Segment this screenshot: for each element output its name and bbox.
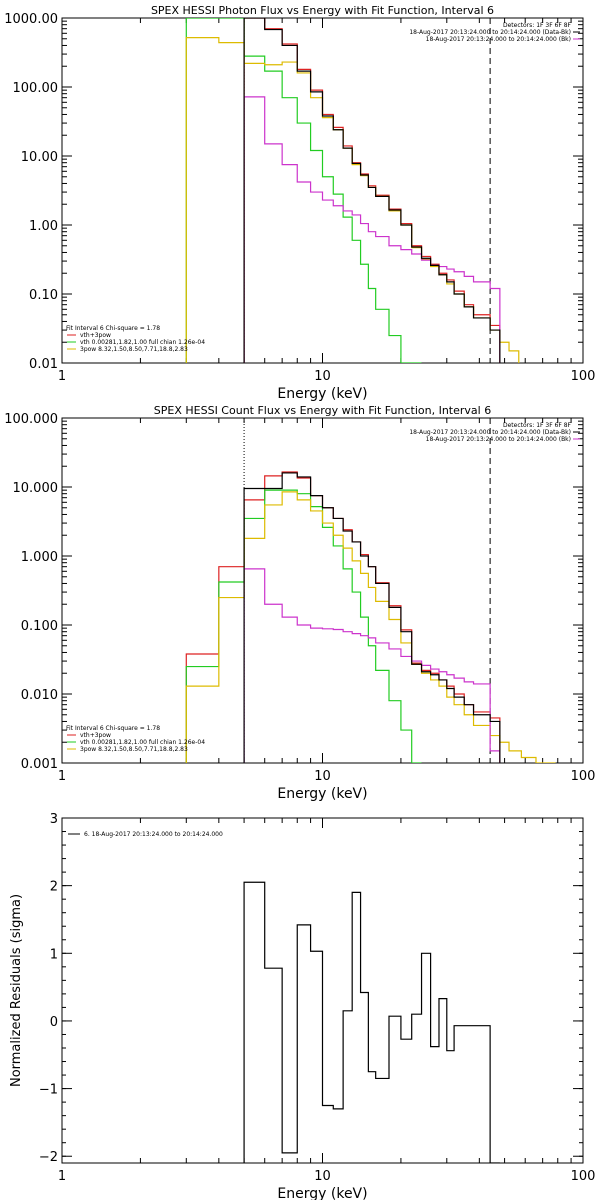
series-1-histogram: [243, 18, 501, 363]
legend-entry: 3pow 8.32,1.50,8.50,7.71,18.8,2.83: [80, 746, 188, 753]
x-tick-label: 10: [314, 769, 331, 784]
y-tick-label: −1: [39, 1083, 58, 1098]
x-axis-label: Energy (keV): [277, 386, 367, 402]
plot-frame: [61, 17, 584, 364]
chart-panel-2: SPEX HESSI Count Flux vs Energy with Fit…: [4, 404, 595, 802]
chart-panel-3: 1 10 100 Energy (keV) −2 −1 0 1 2 3 Normalized Res…: [9, 812, 595, 1200]
x-tick-label: 10: [314, 369, 331, 384]
x-tick-label: 1: [58, 769, 66, 784]
series-group: [243, 881, 500, 1163]
series-3-histogram: [185, 36, 520, 363]
info-line: 18-Aug-2017 20:13:24.000 to 20:14:24.000…: [409, 429, 571, 436]
y-tick-label: 2: [50, 880, 58, 895]
series-group: [185, 418, 556, 763]
plot-frame: [61, 417, 584, 764]
chart-panel-1: SPEX HESSI Photon Flux vs Energy with Fi…: [4, 4, 595, 402]
legend-entry: vth 0.00281,1.82,1.00 full chian 1.26e-0…: [80, 739, 205, 746]
y-tick-label: 0.01: [29, 357, 58, 372]
y-tick-label: 1000.00: [4, 12, 58, 27]
y-tick-label: 1.000: [21, 550, 58, 565]
legend-entry: vth+3pow: [80, 732, 111, 739]
info-line: 18-Aug-2017 20:13:24.000 to 20:14:24.000…: [409, 29, 571, 36]
info-line: 18-Aug-2017 20:13:24.000 to 20:14:24.000…: [426, 436, 571, 443]
x-axis: 1 10 100: [58, 418, 596, 784]
y-tick-label: −2: [39, 1150, 58, 1165]
x-tick-label: 1: [58, 1169, 66, 1184]
y-tick-label: 0: [50, 1015, 58, 1030]
info-line: 18-Aug-2017 20:13:24.000 to 20:14:24.000…: [426, 36, 571, 43]
legend-entry: 3pow 8.32,1.50,8.50,7.71,18.8,2.83: [80, 346, 188, 353]
x-axis-label: Energy (keV): [277, 1186, 367, 1200]
legend-entry: vth 0.00281,1.82,1.00 full chian 1.26e-0…: [80, 339, 205, 346]
info-line: Detectors: 1F 3F 6F 8F: [503, 422, 572, 429]
y-tick-label: 100.000: [4, 412, 58, 427]
series-5-histogram: [243, 18, 501, 363]
series-3-histogram: [185, 491, 556, 763]
legend-entry: vth+3pow: [80, 332, 111, 339]
y-tick-label: 3: [50, 812, 58, 827]
y-axis: 0.001 0.010 0.100 1.000 10.000 100.000: [4, 412, 583, 772]
legend-title: Fit Interval 6 Chi-square = 1.78: [66, 325, 160, 332]
y-tick-label: 10.000: [13, 481, 59, 496]
x-tick-label: 100: [571, 769, 596, 784]
x-axis: 1 10 100: [58, 818, 596, 1184]
series-4-histogram: [243, 568, 501, 763]
y-tick-label: 0.100: [21, 619, 58, 634]
chart-title: SPEX HESSI Count Flux vs Energy with Fit…: [154, 404, 491, 417]
chart-title: SPEX HESSI Photon Flux vs Energy with Fi…: [151, 4, 494, 17]
y-axis: 0.01 0.10 1.00 10.00 100.00 1000.00: [4, 12, 583, 372]
y-tick-label: 0.001: [21, 757, 58, 772]
y-tick-label: 10.00: [21, 150, 58, 165]
series-2-histogram: [185, 489, 422, 763]
info-line: Detectors: 1F 3F 6F 8F: [503, 22, 572, 29]
series-1-histogram: [243, 881, 500, 1163]
x-tick-label: 100: [571, 1169, 596, 1184]
x-tick-label: 1: [58, 369, 66, 384]
series-group: [185, 18, 520, 363]
series-4-histogram: [243, 96, 501, 363]
y-tick-label: 100.00: [13, 81, 59, 96]
y-tick-label: 1.00: [29, 219, 58, 234]
y-axis: −2 −1 0 1 2 3: [39, 812, 583, 1165]
legend-title: Fit Interval 6 Chi-square = 1.78: [66, 725, 160, 732]
series-5-histogram: [243, 472, 501, 763]
legend-entry: 6. 18-Aug-2017 20:13:24.000 to 20:14:24.…: [84, 831, 223, 838]
y-tick-label: 1: [50, 947, 58, 962]
y-tick-label: 0.010: [21, 688, 58, 703]
x-axis: 1 10 100: [58, 18, 596, 384]
x-tick-label: 100: [571, 369, 596, 384]
x-tick-label: 10: [314, 1169, 331, 1184]
series-1-histogram: [185, 471, 501, 763]
y-tick-label: 0.10: [29, 288, 58, 303]
series-2-histogram: [185, 18, 422, 363]
y-axis-label: Normalized Residuals (sigma): [9, 894, 24, 1087]
x-axis-label: Energy (keV): [277, 786, 367, 802]
